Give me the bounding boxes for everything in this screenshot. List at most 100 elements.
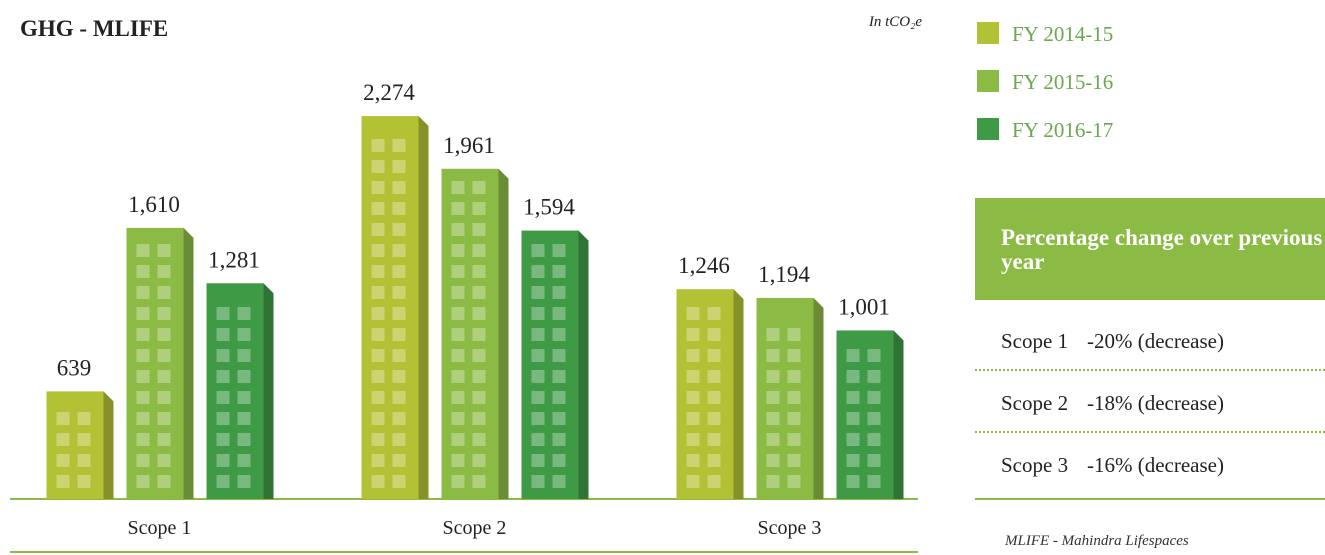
window (846, 391, 860, 404)
window (371, 139, 385, 152)
window (451, 433, 465, 446)
window (77, 454, 91, 467)
value-label: 1,001 (838, 294, 890, 319)
table-header: Percentage change over previous year (975, 198, 1325, 300)
window (237, 391, 251, 404)
separator (975, 369, 1325, 371)
window (552, 307, 566, 320)
window (846, 412, 860, 425)
window (136, 244, 150, 257)
value-label: 1,194 (758, 262, 810, 287)
window (216, 433, 230, 446)
window (371, 475, 385, 488)
window (472, 475, 486, 488)
window (552, 412, 566, 425)
chart-title: GHG - MLIFE (20, 16, 168, 41)
window (472, 244, 486, 257)
window (472, 265, 486, 278)
window (531, 412, 545, 425)
window (216, 475, 230, 488)
window (472, 307, 486, 320)
window (766, 370, 780, 383)
window (707, 307, 721, 320)
separator (975, 431, 1325, 433)
window (216, 454, 230, 467)
window (371, 370, 385, 383)
window (392, 244, 406, 257)
window (552, 475, 566, 488)
window (707, 349, 721, 362)
x-tick-label: Scope 2 (443, 517, 507, 539)
window (77, 412, 91, 425)
window (392, 475, 406, 488)
window (56, 412, 70, 425)
window (867, 349, 881, 362)
window (451, 265, 465, 278)
window (157, 475, 171, 488)
window (531, 475, 545, 488)
table-row: Scope 2 -18% (decrease) (975, 372, 1325, 434)
window (371, 181, 385, 194)
window (136, 391, 150, 404)
window (392, 202, 406, 215)
window (371, 391, 385, 404)
window (531, 307, 545, 320)
window (707, 433, 721, 446)
window (157, 244, 171, 257)
window (216, 349, 230, 362)
bar-side (418, 116, 429, 499)
bar (676, 289, 734, 499)
window (846, 370, 860, 383)
table-row: Scope 3 -16% (decrease) (975, 434, 1325, 496)
window (392, 328, 406, 341)
window (237, 433, 251, 446)
window (531, 433, 545, 446)
window (136, 370, 150, 383)
window (766, 433, 780, 446)
bar (521, 230, 579, 499)
value-label: 1,961 (443, 133, 495, 158)
window (867, 475, 881, 488)
window (392, 370, 406, 383)
bar-side (103, 391, 114, 499)
window (686, 328, 700, 341)
bar (441, 168, 499, 500)
window (552, 349, 566, 362)
window (371, 328, 385, 341)
bar (361, 116, 419, 499)
window (451, 412, 465, 425)
window (451, 391, 465, 404)
window (451, 475, 465, 488)
window (472, 412, 486, 425)
window (392, 160, 406, 173)
window (451, 223, 465, 236)
table-cell: Scope 2 (1001, 390, 1069, 415)
window (371, 349, 385, 362)
table-cell: -16% (decrease) (1087, 452, 1224, 477)
window (392, 139, 406, 152)
window (56, 475, 70, 488)
window (77, 475, 91, 488)
window (157, 328, 171, 341)
window (707, 391, 721, 404)
x-tick-label: Scope 1 (128, 517, 192, 539)
value-label: 1,594 (523, 195, 575, 220)
window (371, 202, 385, 215)
window (136, 307, 150, 320)
window (451, 244, 465, 257)
window (451, 328, 465, 341)
window (686, 370, 700, 383)
window (787, 370, 801, 383)
window (552, 433, 566, 446)
window (451, 202, 465, 215)
window (867, 454, 881, 467)
value-label: 2,274 (363, 80, 415, 105)
table-row: Scope 1 -20% (decrease) (975, 310, 1325, 372)
legend-label: FY 2014-15 (1012, 22, 1113, 46)
legend-swatch (977, 22, 999, 44)
window (707, 475, 721, 488)
table-cell: -18% (decrease) (1087, 390, 1224, 415)
window (472, 433, 486, 446)
window (157, 412, 171, 425)
legend-swatch (977, 70, 999, 92)
